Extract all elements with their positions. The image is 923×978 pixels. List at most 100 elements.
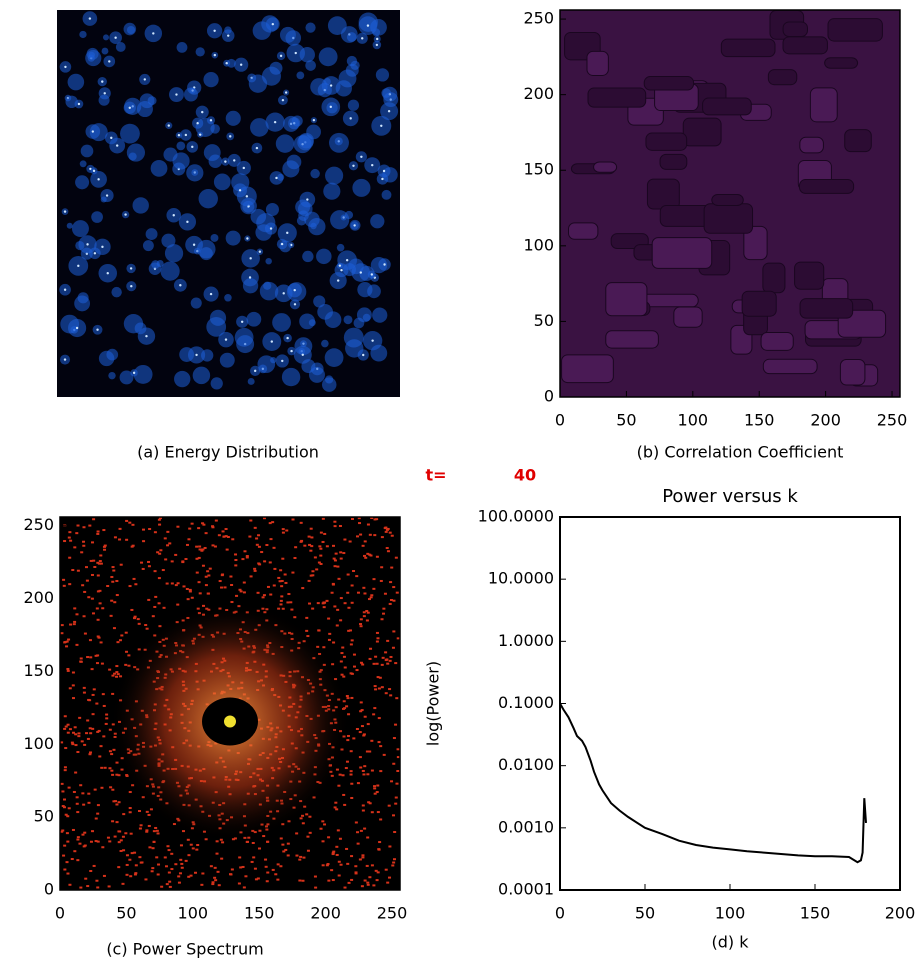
spectrum-dot — [96, 886, 100, 889]
spectrum-dot — [359, 710, 363, 713]
spectrum-dot — [347, 629, 351, 632]
contour-region — [703, 203, 754, 234]
spectrum-dot — [331, 853, 335, 856]
energy-spark — [209, 292, 213, 296]
spectrum-dot — [86, 737, 90, 740]
spectrum-dot — [150, 870, 154, 873]
spectrum-dot — [303, 544, 307, 547]
spectrum-dot — [68, 583, 72, 586]
spectrum-dot — [201, 548, 205, 551]
spectrum-dot — [125, 538, 129, 541]
energy-spark — [105, 194, 109, 197]
spectrum-dot — [189, 874, 193, 877]
spectrum-dot — [271, 868, 275, 871]
energy-blob — [119, 370, 134, 385]
spectrum-dot — [96, 804, 100, 807]
spectrum-dot — [153, 531, 157, 534]
spectrum-dot — [230, 868, 234, 871]
spectrum-dot — [347, 881, 351, 884]
energy-blob — [343, 327, 364, 348]
spectrum-dot — [315, 568, 319, 571]
spectrum-dot — [333, 559, 337, 562]
spectrum-dot — [220, 857, 224, 860]
contour-region — [741, 290, 777, 317]
spectrum-dot — [81, 833, 85, 836]
spectrum-dot — [346, 697, 350, 700]
energy-spark — [75, 326, 79, 330]
spectrum-dot — [384, 530, 388, 533]
spectrum-dot — [254, 878, 258, 881]
energy-spark — [370, 273, 374, 276]
spectrum-dot — [231, 538, 235, 541]
spectrum-dot — [113, 672, 117, 675]
spectrum-dot — [350, 696, 354, 699]
spectrum-dot — [124, 832, 128, 835]
spectrum-dot — [342, 552, 346, 555]
spectrum-dot — [332, 850, 336, 853]
spectrum-dot — [113, 835, 117, 838]
spectrum-dot — [389, 598, 393, 601]
energy-spark — [380, 124, 383, 128]
spectrum-dot — [376, 637, 380, 640]
spectrum-dot — [179, 858, 183, 861]
energy-spark — [175, 93, 178, 96]
contour-region — [711, 194, 744, 206]
energy-blob — [179, 347, 195, 362]
spectrum-dot — [179, 844, 183, 847]
energy-spark — [293, 288, 296, 292]
spectrum-dot — [127, 654, 131, 657]
spectrum-dot — [196, 844, 200, 847]
spectrum-dot — [148, 846, 152, 849]
spectrum-dot — [119, 563, 123, 566]
x-tick-label: 100 — [715, 904, 746, 923]
spectrum-dot — [392, 599, 396, 602]
spectrum-dot — [90, 668, 94, 671]
spectrum-dot — [286, 854, 290, 857]
energy-spark — [371, 163, 374, 167]
spectrum-dot — [103, 544, 107, 547]
spectrum-dot — [198, 545, 202, 548]
spectrum-dot — [89, 751, 93, 754]
energy-spark — [269, 227, 273, 230]
spectrum-dot — [327, 836, 331, 839]
spectrum-dot — [394, 802, 398, 805]
spectrum-dot — [89, 656, 93, 659]
spectrum-dot — [308, 815, 312, 818]
spectrum-dot — [81, 792, 85, 795]
spectrum-dot — [373, 787, 377, 790]
spectrum-dot — [350, 878, 354, 881]
spectrum-dot — [87, 801, 91, 804]
energy-spark — [195, 353, 198, 357]
spectrum-dot — [396, 637, 400, 640]
energy-spark — [96, 328, 99, 331]
spectrum-dot — [299, 540, 303, 543]
energy-spark — [361, 37, 364, 40]
spectrum-dot — [217, 884, 221, 887]
energy-blob — [80, 144, 94, 158]
spectrum-dot — [357, 517, 361, 520]
spectrum-dot — [370, 739, 374, 742]
spectrum-dot — [277, 607, 281, 610]
spectrum-dot — [333, 520, 337, 523]
energy-blob — [126, 143, 146, 162]
energy-blob — [329, 132, 349, 153]
spectrum-dot — [383, 527, 387, 530]
spectrum-dot — [374, 688, 378, 691]
spectrum-dot — [66, 840, 70, 843]
spectrum-dot — [128, 858, 132, 861]
spectrum-dot — [360, 709, 364, 712]
spectrum-dot — [142, 528, 146, 531]
spectrum-dot — [214, 879, 218, 882]
spectrum-dot — [368, 750, 372, 753]
spectrum-dot — [305, 813, 309, 816]
energy-blob — [321, 377, 337, 392]
spectrum-dot — [366, 773, 370, 776]
x-tick-label: 250 — [877, 411, 908, 430]
energy-spark — [198, 133, 202, 136]
spectrum-dot — [142, 540, 146, 543]
contour-region — [844, 129, 872, 153]
plot-frame — [59, 516, 401, 891]
spectrum-dot — [352, 737, 356, 740]
spectrum-dot — [165, 582, 169, 585]
spectrum-dot — [68, 531, 72, 534]
